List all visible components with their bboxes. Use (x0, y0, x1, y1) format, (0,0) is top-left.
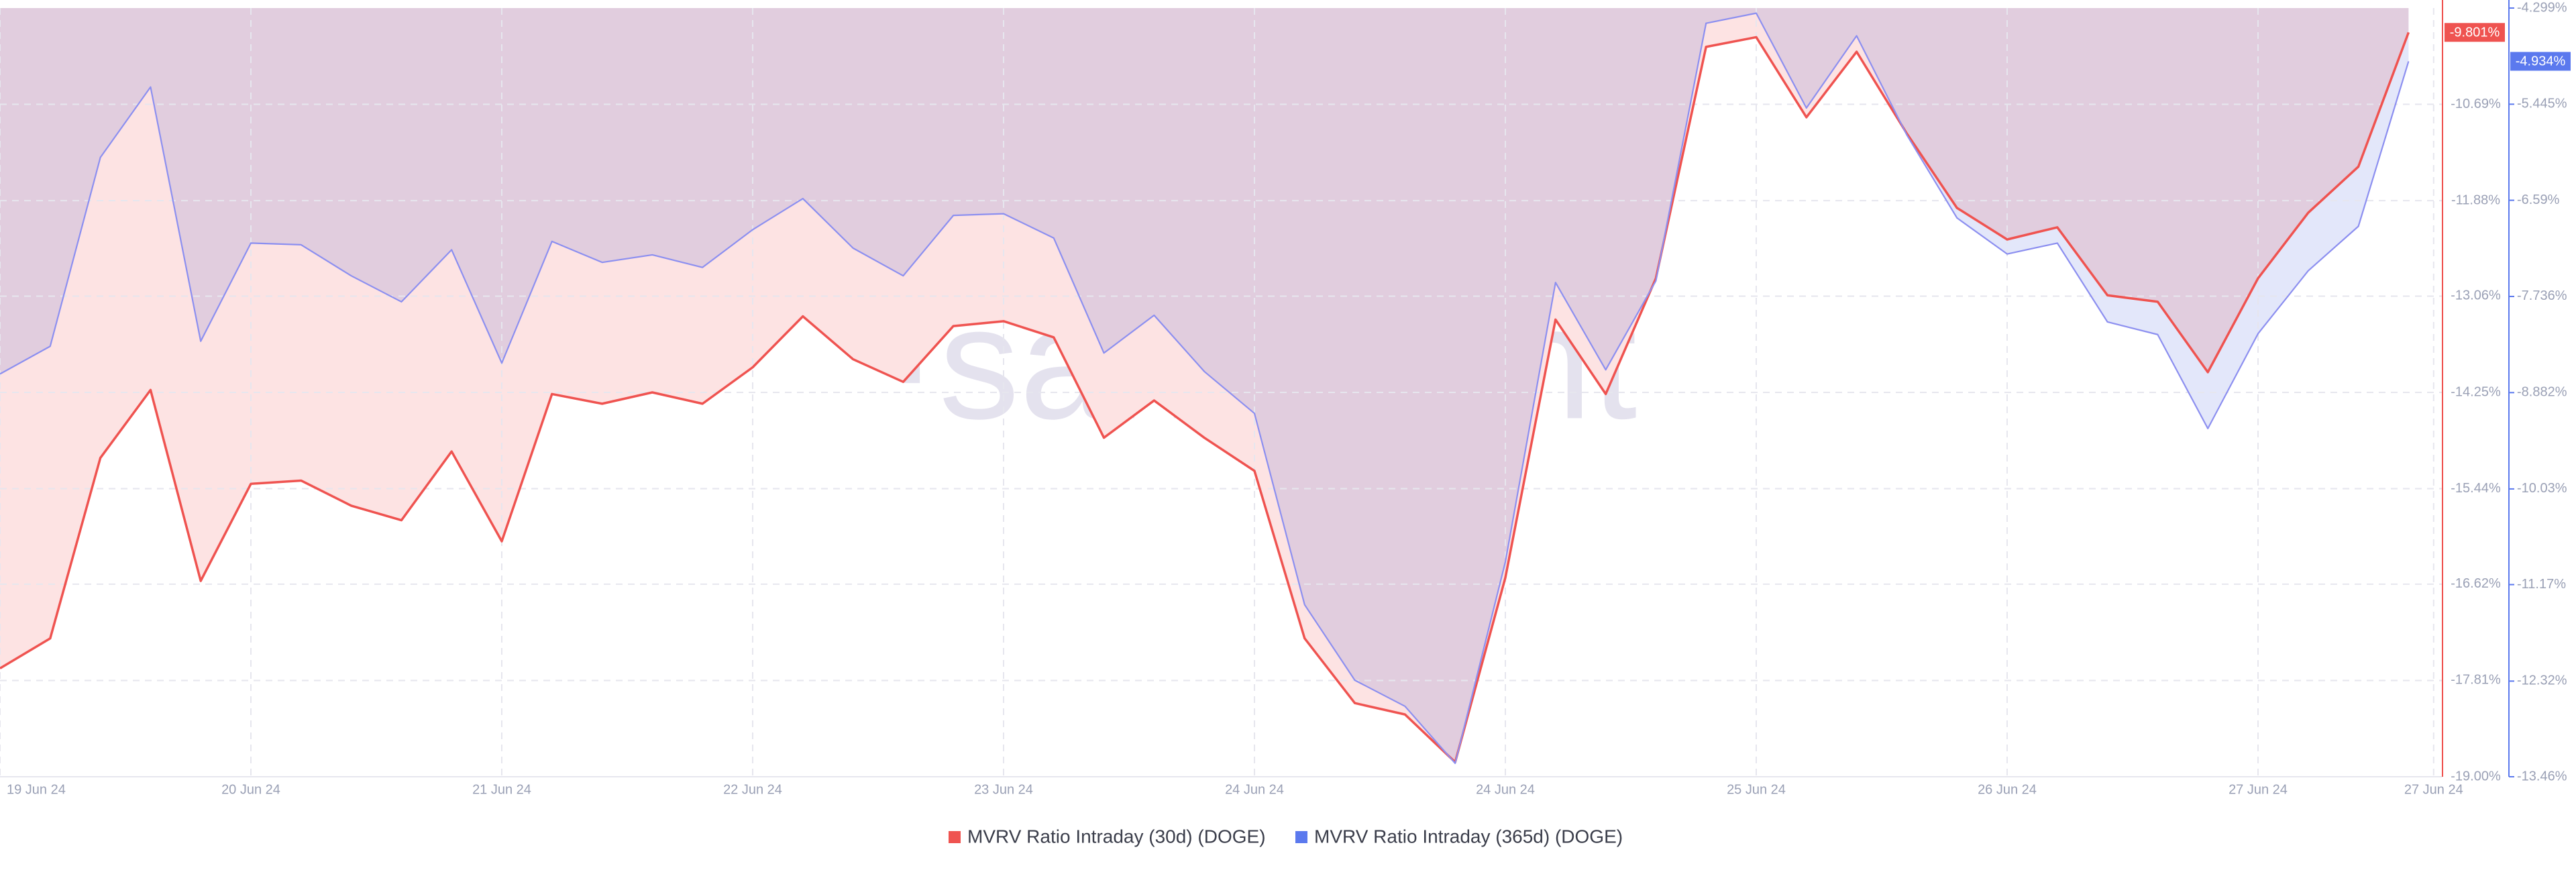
y2-tick-label: -13.46% (2517, 769, 2567, 783)
x-tick-label: 24 Jun 24 (1225, 782, 1284, 797)
y-tick-label: -10.69% (2451, 97, 2501, 111)
y-tick-label: -14.25% (2451, 384, 2501, 399)
series-line (0, 32, 2410, 764)
x-tick-label: 19 Jun 24 (7, 782, 66, 797)
y2-tick-label: -7.736% (2517, 288, 2567, 303)
y-tick-label: -15.44% (2451, 481, 2501, 496)
y2-tick-label: -11.17% (2517, 577, 2566, 592)
y-tick-label: -19.00% (2451, 769, 2501, 783)
x-tick-label: 27 Jun 24 (2404, 782, 2463, 797)
y-tick-label: -17.81% (2451, 673, 2501, 688)
x-tick-label: 23 Jun 24 (974, 782, 1033, 797)
y2-tick-label: -6.59% (2517, 193, 2560, 207)
y-tick-label: -13.06% (2451, 288, 2501, 303)
y2-tick-label: -4.299% (2517, 0, 2567, 15)
areas (0, 8, 2409, 763)
value-badge (2445, 23, 2505, 42)
x-tick-label: 27 Jun 24 (2229, 782, 2288, 797)
legend-label: MVRV Ratio Intraday (30d) (DOGE) (967, 826, 1266, 847)
y-tick-label: -11.88% (2451, 193, 2500, 207)
area-fill (0, 8, 2409, 763)
legend-swatch (949, 831, 961, 843)
legend-label: MVRV Ratio Intraday (365d) (DOGE) (1314, 826, 1623, 847)
x-tick-label: 25 Jun 24 (1727, 782, 1786, 797)
y-tick-label: -16.62% (2451, 576, 2501, 591)
x-tick-label: 26 Jun 24 (1978, 782, 2037, 797)
x-tick-label: 22 Jun 24 (723, 782, 782, 797)
value-label: -4.934% (2516, 54, 2566, 69)
x-tick-label: 20 Jun 24 (221, 782, 280, 797)
value-badge (2510, 52, 2571, 71)
y2-tick-label: -12.32% (2517, 673, 2567, 688)
x-tick-label: 24 Jun 24 (1476, 782, 1535, 797)
y2-tick-label: -10.03% (2517, 481, 2567, 496)
series-line (0, 12, 2410, 765)
y2-tick-label: -5.445% (2517, 97, 2567, 111)
x-tick-label: 21 Jun 24 (472, 782, 531, 797)
y2-tick-label: -8.882% (2517, 385, 2567, 400)
value-label: -9.801% (2450, 25, 2500, 40)
legend-swatch (1295, 831, 1307, 843)
